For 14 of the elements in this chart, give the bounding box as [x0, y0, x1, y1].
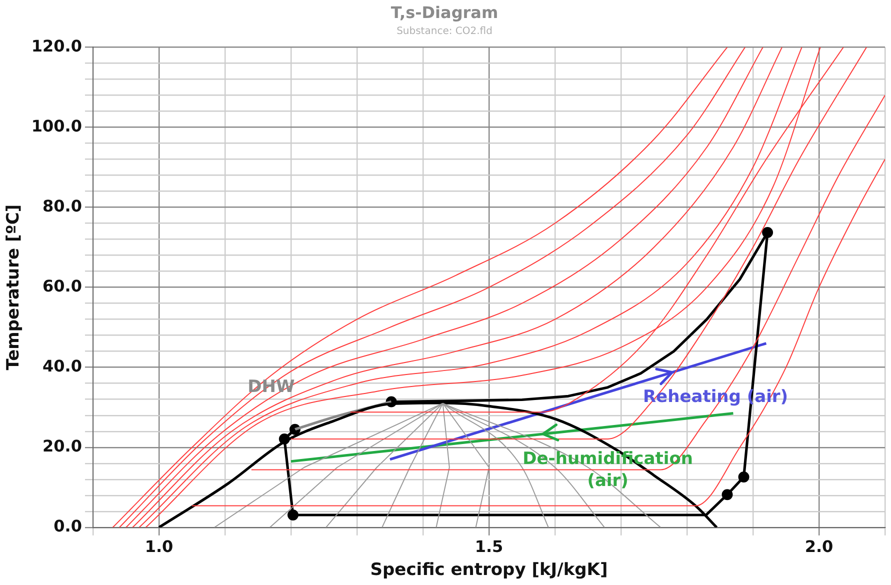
x-axis-title: Specific entropy [kJ/kgK]: [370, 560, 608, 580]
y-tick-label: 120.0: [31, 36, 82, 56]
y-tick-label: 60.0: [42, 276, 82, 296]
y-tick-label: 80.0: [42, 196, 82, 216]
x-tick-label: 1.0: [144, 537, 174, 556]
x-tick-label: 1.5: [474, 537, 504, 556]
y-tick-label: 20.0: [42, 436, 82, 456]
x-tick-label: 2.0: [804, 537, 834, 556]
y-tick-label: 0.0: [54, 516, 82, 536]
y-tick-label: 40.0: [42, 356, 82, 376]
chart-subtitle: Substance: CO2.fld: [396, 26, 492, 37]
y-axis-title: Temperature [ºC]: [4, 204, 24, 370]
y-tick-label: 100.0: [31, 116, 82, 136]
chart-title: T,s-Diagram: [390, 2, 498, 22]
